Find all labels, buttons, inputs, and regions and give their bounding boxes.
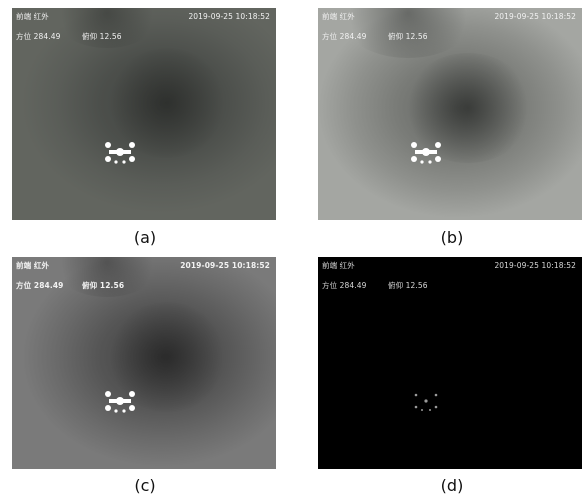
cloud-dark-region	[107, 302, 227, 412]
drone-hotspot-icon	[105, 142, 135, 164]
cloud-top-region	[52, 257, 162, 297]
drone-hotspot-icon	[105, 391, 135, 413]
azimuth-label: 方位 284.49	[16, 281, 64, 290]
timestamp-label: 2019-09-25 10:18:52	[188, 12, 270, 21]
caption-a: (a)	[133, 228, 157, 247]
timestamp-label: 2019-09-25 10:18:52	[494, 12, 576, 21]
elevation-label: 俯仰 12.56	[388, 281, 428, 290]
thermal-image-c: 前端 红外 2019-09-25 10:18:52 方位 284.49 俯仰 1…	[12, 257, 276, 469]
azimuth-label: 方位 284.49	[16, 32, 61, 41]
caption-d: (d)	[440, 476, 464, 495]
caption-b: (b)	[440, 228, 464, 247]
camera-mode-label: 前端 红外	[322, 12, 355, 21]
cloud-dark-region	[403, 53, 533, 163]
timestamp-label: 2019-09-25 10:18:52	[494, 261, 576, 270]
caption-c: (c)	[134, 476, 156, 495]
elevation-label: 俯仰 12.56	[388, 32, 428, 41]
cloud-top-region	[52, 8, 162, 48]
camera-mode-label: 前端 红外	[16, 12, 49, 21]
azimuth-label: 方位 284.49	[322, 32, 367, 41]
drone-hotspot-icon	[411, 142, 441, 164]
elevation-label: 俯仰 12.56	[82, 32, 122, 41]
timestamp-label: 2019-09-25 10:18:52	[180, 261, 270, 270]
thermal-image-d: 前端 红外 2019-09-25 10:18:52 方位 284.49 俯仰 1…	[318, 257, 582, 469]
drone-hotspot-icon	[414, 393, 438, 411]
thermal-image-a: 前端 红外 2019-09-25 10:18:52 方位 284.49 俯仰 1…	[12, 8, 276, 220]
azimuth-label: 方位 284.49	[322, 281, 367, 290]
elevation-label: 俯仰 12.56	[82, 281, 125, 290]
thermal-image-b: 前端 红外 2019-09-25 10:18:52 方位 284.49 俯仰 1…	[318, 8, 582, 220]
cloud-dark-region	[107, 48, 227, 158]
camera-mode-label: 前端 红外	[16, 261, 50, 270]
camera-mode-label: 前端 红外	[322, 261, 355, 270]
